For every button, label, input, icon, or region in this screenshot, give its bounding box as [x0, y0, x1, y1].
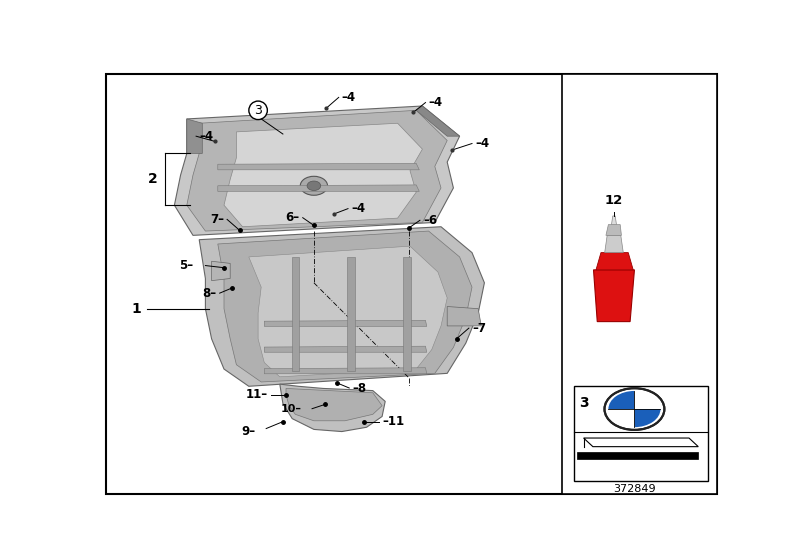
Polygon shape	[218, 231, 472, 382]
Polygon shape	[218, 164, 419, 170]
Text: –4: –4	[475, 137, 490, 150]
Polygon shape	[187, 110, 447, 231]
Polygon shape	[264, 320, 426, 326]
Text: –6: –6	[423, 214, 437, 227]
Polygon shape	[594, 270, 634, 321]
Polygon shape	[416, 106, 459, 136]
Text: 6–: 6–	[286, 211, 300, 224]
Polygon shape	[291, 257, 299, 371]
Wedge shape	[634, 391, 661, 409]
Polygon shape	[199, 227, 485, 386]
Text: 3: 3	[578, 396, 589, 410]
Circle shape	[307, 181, 321, 190]
Polygon shape	[611, 216, 617, 225]
Text: –4: –4	[429, 96, 442, 109]
Polygon shape	[286, 389, 382, 421]
Text: –11: –11	[382, 415, 404, 428]
Polygon shape	[584, 438, 698, 447]
Text: 8–: 8–	[202, 287, 217, 300]
Text: 3: 3	[254, 104, 262, 117]
Polygon shape	[187, 119, 202, 153]
Text: –4: –4	[351, 202, 366, 215]
Polygon shape	[249, 246, 447, 377]
Polygon shape	[447, 306, 482, 326]
Text: 372849: 372849	[613, 484, 656, 494]
Polygon shape	[578, 452, 698, 459]
Polygon shape	[224, 123, 422, 227]
Bar	[574, 386, 707, 481]
Polygon shape	[596, 253, 634, 270]
Wedge shape	[608, 391, 634, 409]
Polygon shape	[174, 106, 459, 235]
Text: 11–: 11–	[246, 389, 267, 402]
Polygon shape	[218, 185, 419, 192]
Text: 2: 2	[148, 172, 158, 186]
Polygon shape	[280, 384, 386, 432]
Circle shape	[605, 388, 664, 430]
Polygon shape	[403, 257, 410, 371]
Text: 10–: 10–	[281, 404, 302, 414]
Text: –4: –4	[199, 130, 214, 143]
Polygon shape	[264, 368, 426, 374]
Text: –7: –7	[472, 321, 486, 334]
Text: 7–: 7–	[210, 213, 224, 226]
Text: –4: –4	[342, 91, 356, 104]
Wedge shape	[608, 409, 634, 427]
Polygon shape	[606, 225, 622, 235]
Polygon shape	[264, 346, 426, 352]
Polygon shape	[347, 257, 355, 371]
Text: 5–: 5–	[179, 259, 193, 272]
Text: 9–: 9–	[241, 425, 255, 438]
Text: –8: –8	[352, 381, 366, 394]
Text: 1: 1	[131, 302, 141, 316]
Bar	[562, 74, 717, 494]
Polygon shape	[605, 235, 623, 253]
Wedge shape	[634, 409, 661, 427]
Polygon shape	[211, 261, 230, 281]
Circle shape	[300, 176, 327, 195]
Text: 12: 12	[605, 194, 623, 207]
